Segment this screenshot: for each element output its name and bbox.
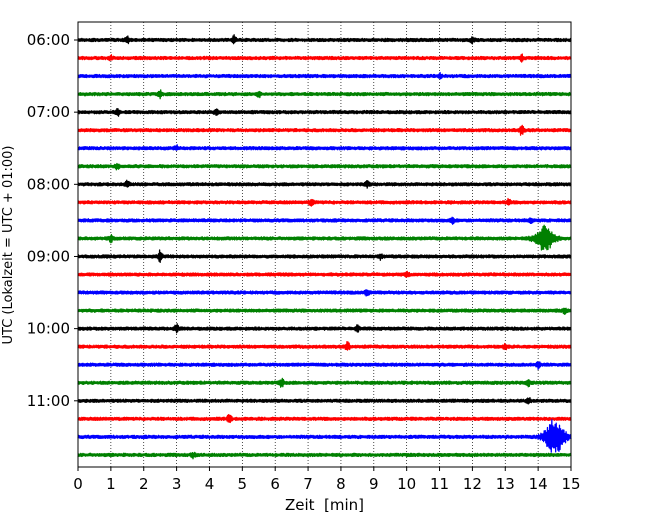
x-ticks: 0 1 2 3 4 5 6 7 8 9 10 11 12 13 14 15: [73, 467, 581, 493]
trace-0830: [77, 216, 572, 225]
trace-0930: [77, 289, 572, 297]
trace-0945: [77, 307, 572, 315]
x-tick-label: 11: [430, 475, 449, 493]
x-tick-label: 10: [397, 475, 416, 493]
trace-0900: [77, 249, 572, 263]
x-tick-label: 13: [496, 475, 515, 493]
y-tick-label: 09:00: [27, 247, 70, 265]
trace-0615: [77, 53, 572, 63]
x-tick-label: 8: [336, 475, 346, 493]
x-tick-label: 7: [303, 475, 313, 493]
trace-0645: [77, 89, 572, 100]
x-axis-title: Zeit [min]: [285, 496, 364, 514]
x-tick-label: 15: [561, 475, 580, 493]
y-tick-label: 11:00: [27, 392, 70, 410]
trace-0815: [77, 197, 572, 207]
trace-0915: [77, 270, 572, 278]
trace-1115: [77, 413, 572, 424]
y-tick-label: 08:00: [27, 175, 70, 193]
trace-1000: [77, 323, 572, 334]
trace-0730: [77, 144, 572, 151]
x-tick-label: 1: [106, 475, 116, 493]
x-tick-label: 4: [205, 475, 215, 493]
trace-1100: [77, 396, 572, 405]
x-tick-label: 6: [270, 475, 280, 493]
trace-0800: [77, 179, 572, 189]
trace-1015: [77, 340, 572, 351]
x-tick-label: 9: [369, 475, 379, 493]
plot-frame: [77, 21, 572, 468]
traces: [77, 34, 572, 460]
trace-0600: [77, 34, 572, 45]
x-tick-label: 5: [238, 475, 248, 493]
y-tick-label: 10:00: [27, 320, 70, 338]
trace-1145: [77, 451, 572, 460]
x-tick-label: 0: [73, 475, 83, 493]
trace-0715: [77, 124, 572, 136]
trace-0745: [77, 162, 572, 171]
y-ticks: 06:00 07:00 08:00 09:00 10:00 11:00: [27, 31, 78, 410]
x-tick-label: 3: [172, 475, 182, 493]
x-tick-label: 14: [529, 475, 548, 493]
x-tick-label: 12: [463, 475, 482, 493]
trace-1030: [77, 361, 572, 371]
trace-0700: [77, 108, 572, 117]
y-tick-label: 06:00: [27, 31, 70, 49]
trace-1045: [77, 377, 572, 388]
trace-1130: [77, 419, 572, 453]
trace-0630: [77, 71, 572, 80]
y-tick-label: 07:00: [27, 103, 70, 121]
y-axis-title: UTC (Lokalzeit = UTC + 01:00): [1, 146, 16, 345]
trace-0845: [77, 224, 572, 251]
x-tick-label: 2: [139, 475, 149, 493]
